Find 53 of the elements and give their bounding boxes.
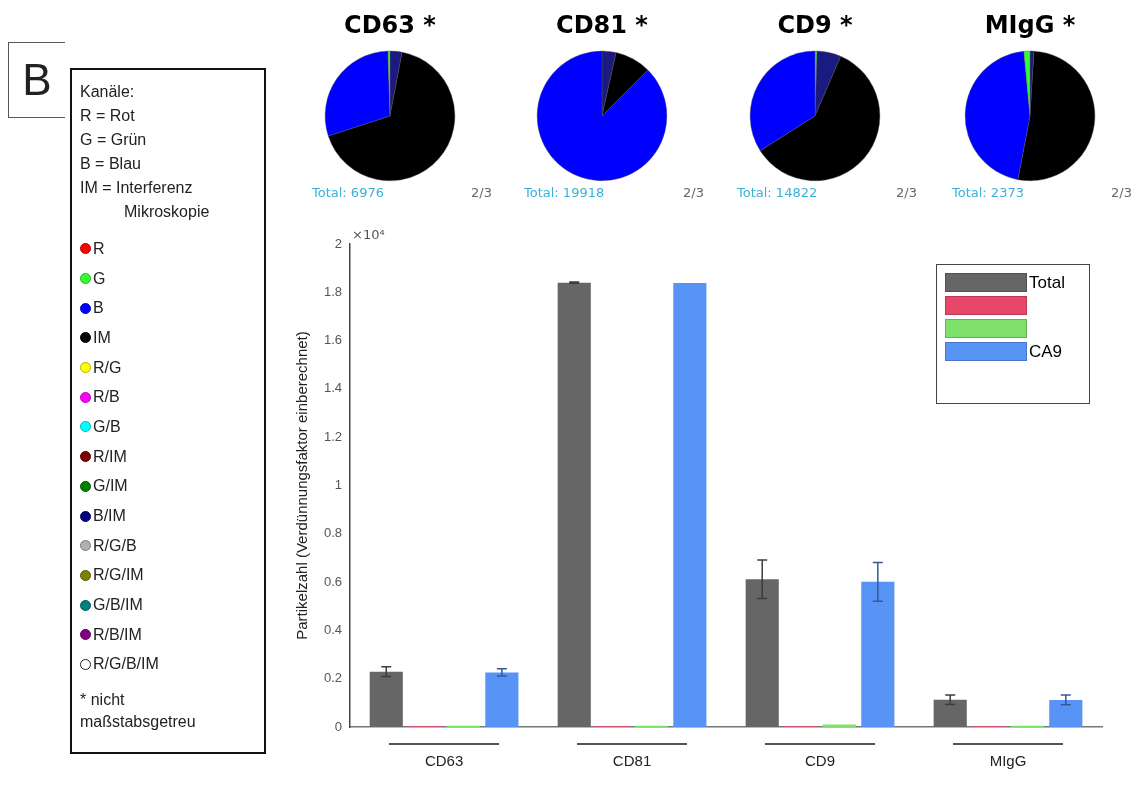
text: R = Rot bbox=[80, 106, 136, 126]
category-label: R/G/B/IM bbox=[93, 655, 159, 674]
category-label: G bbox=[93, 269, 106, 288]
text: ×10⁴ bbox=[352, 226, 385, 242]
category-label: R/G bbox=[93, 358, 122, 377]
chart-title: CD81 * bbox=[556, 10, 649, 39]
y-tick-label: 1.8 bbox=[323, 283, 343, 299]
x-tick-label: CD9 bbox=[805, 752, 836, 770]
y-tick-label: 0 bbox=[334, 718, 343, 734]
x-tick-label: CD63 bbox=[424, 752, 464, 770]
text: * nicht maßstabsgetreu bbox=[80, 690, 197, 733]
text: 2/3 bbox=[471, 185, 492, 200]
y-tick-label: 1.2 bbox=[323, 428, 343, 444]
y-tick-label: 2 bbox=[334, 235, 343, 251]
text: Kanäle: bbox=[80, 82, 136, 102]
category-label: R/G/IM bbox=[93, 566, 144, 585]
text: Total: 6976 bbox=[312, 185, 384, 200]
y-axis-title: Partikelzahl (Verdünnungsfaktor einberechnet) bbox=[293, 331, 311, 640]
text: Total: 19918 bbox=[524, 185, 605, 200]
text: IM = Interferenz Mikroskopie bbox=[80, 178, 211, 222]
chart-title: CD9 * bbox=[777, 10, 854, 39]
category-label: R/B bbox=[93, 388, 120, 407]
x-tick-label: MIgG bbox=[989, 752, 1027, 770]
y-tick-label: 1 bbox=[334, 477, 343, 493]
category-label: IM bbox=[93, 328, 111, 347]
category-label: B bbox=[93, 299, 104, 318]
category-label: R/IM bbox=[93, 447, 127, 466]
y-tick-label: 0.8 bbox=[323, 525, 343, 541]
y-tick-label: 0.2 bbox=[323, 670, 343, 686]
category-label: R bbox=[93, 239, 105, 258]
text: 2/3 bbox=[1111, 185, 1132, 200]
y-tick-label: 0.4 bbox=[323, 621, 343, 637]
category-label: R/B/IM bbox=[93, 625, 142, 644]
category-label: G/B/IM bbox=[93, 596, 143, 615]
text: B bbox=[8, 42, 65, 118]
category-label: G/IM bbox=[93, 477, 128, 496]
category-label: R/G/B bbox=[93, 536, 137, 555]
y-tick-label: 0.6 bbox=[323, 573, 343, 589]
y-tick-label: 1.6 bbox=[323, 332, 343, 348]
legend-label: Total bbox=[1029, 272, 1066, 293]
x-tick-label: CD81 bbox=[612, 752, 652, 770]
text: B = Blau bbox=[80, 154, 142, 174]
text: 2/3 bbox=[896, 185, 917, 200]
legend-label: CA9 bbox=[1029, 341, 1064, 362]
chart-title: MIgG * bbox=[984, 10, 1076, 39]
text: 2/3 bbox=[683, 185, 704, 200]
text: G = Grün bbox=[80, 130, 148, 150]
chart-title: CD63 * bbox=[344, 10, 437, 39]
text: Total: 2373 bbox=[952, 185, 1024, 200]
y-tick-label: 1.4 bbox=[323, 380, 343, 396]
category-label: G/B bbox=[93, 417, 121, 436]
text: Total: 14822 bbox=[737, 185, 818, 200]
category-label: B/IM bbox=[93, 507, 126, 526]
